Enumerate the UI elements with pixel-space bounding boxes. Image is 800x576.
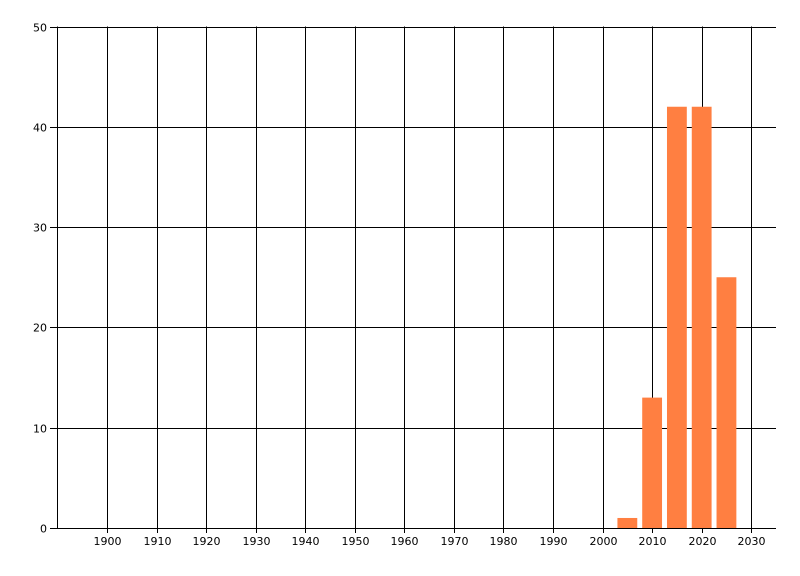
x-tick-label: 1930 bbox=[243, 535, 271, 548]
x-tick-label: 1990 bbox=[540, 535, 568, 548]
x-tick-label: 1900 bbox=[94, 535, 122, 548]
x-tick-label: 2010 bbox=[639, 535, 667, 548]
bar-2020 bbox=[691, 106, 712, 529]
x-tick-label: 1920 bbox=[193, 535, 221, 548]
y-tick-label: 40 bbox=[33, 122, 47, 135]
x-tick-label: 2030 bbox=[738, 535, 766, 548]
y-tick-label: 0 bbox=[40, 523, 47, 536]
y-tick-label: 30 bbox=[33, 222, 47, 235]
x-tick-label: 1960 bbox=[391, 535, 419, 548]
x-tick-label: 1980 bbox=[490, 535, 518, 548]
bar-2025 bbox=[716, 277, 737, 528]
x-tick-label: 1970 bbox=[441, 535, 469, 548]
x-tick-label: 2020 bbox=[689, 535, 717, 548]
x-tick-label: 1910 bbox=[144, 535, 172, 548]
bar-2010 bbox=[642, 397, 663, 528]
bar-2005 bbox=[617, 517, 638, 528]
y-tick-label: 50 bbox=[33, 22, 47, 35]
bar-2015 bbox=[666, 106, 687, 529]
x-tick-label: 1950 bbox=[342, 535, 370, 548]
y-tick-label: 20 bbox=[33, 322, 47, 335]
x-tick-label: 1940 bbox=[292, 535, 320, 548]
x-tick-label: 2000 bbox=[590, 535, 618, 548]
y-tick-label: 10 bbox=[33, 423, 47, 436]
